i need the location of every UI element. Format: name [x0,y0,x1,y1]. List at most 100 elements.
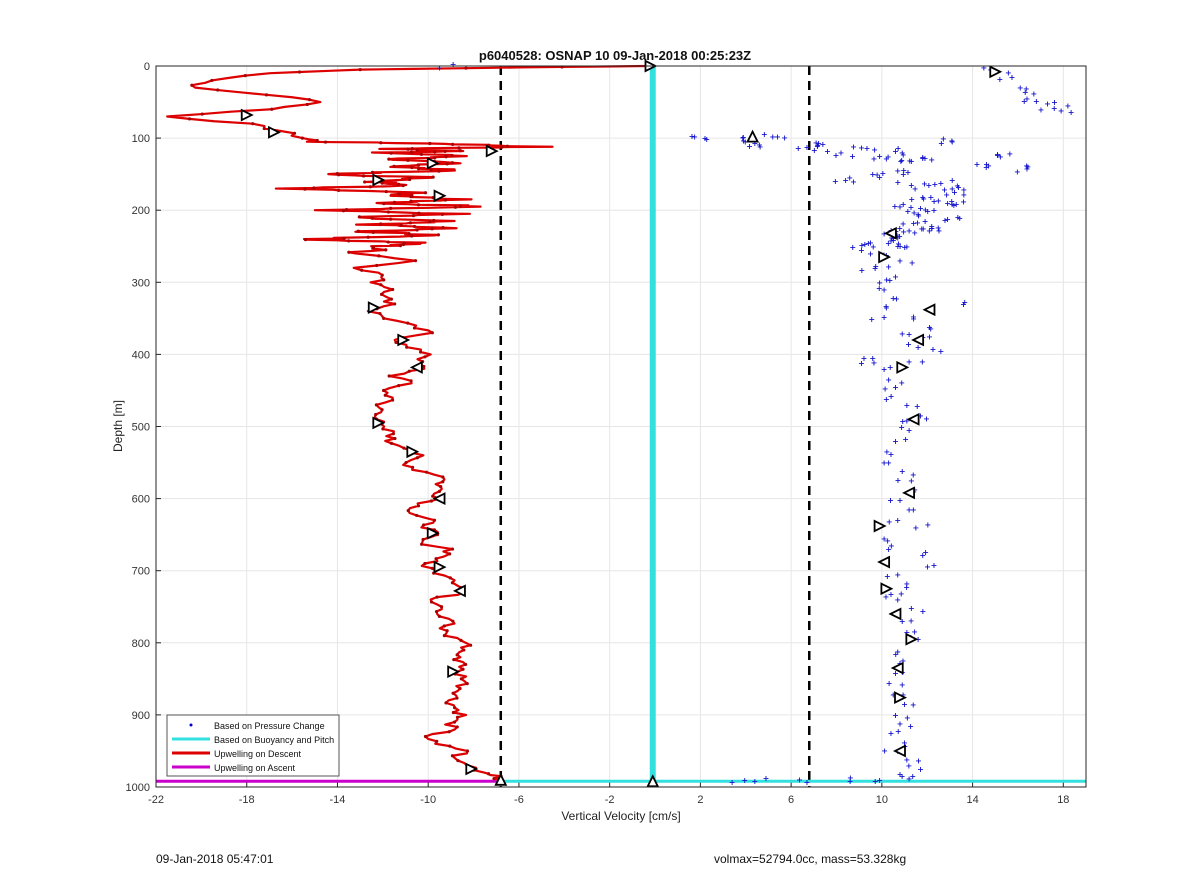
timestamp-footer: 09-Jan-2018 05:47:01 [156,852,274,866]
x-tick-label: 10 [876,794,888,806]
upwelling-descent-point [411,214,416,218]
pressure-change-point: + [804,143,811,152]
upwelling-descent-point [441,480,445,484]
pressure-change-point: + [892,669,899,678]
y-tick-label: 500 [132,422,150,434]
upwelling-descent-point [442,624,446,628]
pressure-change-point: + [894,167,901,176]
upwelling-descent-point [458,686,462,691]
triangle-marker [397,333,411,347]
upwelling-descent-point [345,207,349,212]
upwelling-descent-point [356,229,360,233]
pressure-change-point: + [881,313,888,322]
upwelling-descent-point [262,126,266,131]
pressure-change-point: + [888,729,895,738]
upwelling-descent-point [439,605,444,609]
y-tick-label: 200 [132,205,150,217]
upwelling-descent-point [407,369,411,373]
pressure-change-point: + [864,144,871,153]
upwelling-descent-point [417,211,421,215]
pressure-change-point: + [1017,84,1024,93]
plot-frame [155,65,1087,788]
pressure-change-point: + [913,523,920,532]
y-axis-label: Depth [m] [111,400,125,452]
pressure-change-point: + [919,607,926,616]
pressure-change-point: + [885,459,892,468]
pressure-change-point: + [884,572,891,581]
upwelling-descent-point [435,595,439,599]
upwelling-descent-point [423,734,428,739]
upwelling-descent-point [410,234,414,238]
upwelling-descent-point [433,150,437,154]
pressure-change-point: + [906,774,913,783]
pressure-change-point: + [858,143,865,152]
upwelling-descent-point [461,667,465,671]
upwelling-descent-point [443,198,447,202]
pressure-change-point: + [994,150,1001,159]
upwelling-descent-point [358,68,362,72]
pressure-change-point: + [903,628,910,637]
pressure-change-point: + [898,589,905,598]
pressure-change-point: + [956,214,963,223]
pressure-change-point: + [936,226,943,235]
pressure-change-point: + [876,152,883,161]
upwelling-descent-point [412,224,417,229]
pressure-change-point: + [814,141,821,150]
legend-entry-label: Upwelling on Ascent [214,763,296,773]
legend-entry-label: Upwelling on Descent [214,749,302,759]
upwelling-descent-point [187,117,191,121]
y-tick-label: 700 [132,566,150,578]
upwelling-descent-point [416,504,421,508]
pressure-change-point: + [928,193,935,202]
upwelling-descent-point [397,182,401,186]
upwelling-descent-point [415,148,419,152]
x-tick-label: -18 [239,794,255,806]
pressure-change-point: + [921,179,928,188]
pressure-change-point: + [985,162,992,171]
pressure-change-point: + [911,208,918,217]
upwelling-descent-point [393,302,397,306]
pressure-change-point: + [872,264,879,273]
pressure-change-point: + [931,180,938,189]
upwelling-descent-point [434,609,439,614]
triangle-marker [880,582,894,596]
pressure-change-point: + [742,138,749,147]
upwelling-descent-point [430,227,434,231]
marker-layer [240,59,1003,788]
upwelling-descent-point [455,696,459,700]
upwelling-descent-point [406,147,410,151]
pressure-change-point: + [910,471,917,480]
upwelling-descent-point [437,169,441,173]
pressure-change-point: + [942,216,949,225]
upwelling-descent-point [410,146,414,151]
y-tick-label: 100 [132,133,150,145]
pressure-change-point: + [894,234,901,243]
upwelling-descent-point [384,248,388,252]
upwelling-descent-point [377,254,381,258]
legend-entry-label: Based on Pressure Change [214,721,325,731]
pressure-change-point: + [926,226,933,235]
upwelling-descent-point [423,561,427,566]
pressure-change-point: + [917,412,924,421]
pressure-change-point: + [867,239,874,248]
triangle-marker [890,661,904,675]
triangle-marker [433,189,447,203]
upwelling-descent-point [451,710,455,715]
pressure-change-point: + [1030,89,1037,98]
upwelling-descent-point [387,157,391,161]
upwelling-descent-point [416,167,421,171]
pressure-change-point: + [899,417,906,426]
pressure-change-point: + [1038,106,1045,115]
pressure-change-point: + [914,402,921,411]
upwelling-descent-point [433,156,437,160]
upwelling-descent-point [450,153,454,158]
pressure-change-point: + [919,153,926,162]
upwelling-descent-point [415,513,419,518]
pressure-change-point: + [1007,149,1014,158]
pressure-change-point: + [756,141,763,150]
pressure-change-point: + [703,135,710,144]
pressure-change-point: + [931,206,938,215]
pressure-change-point: + [894,516,901,525]
x-tick-label: 2 [697,794,703,806]
pressure-change-point: + [900,220,907,229]
